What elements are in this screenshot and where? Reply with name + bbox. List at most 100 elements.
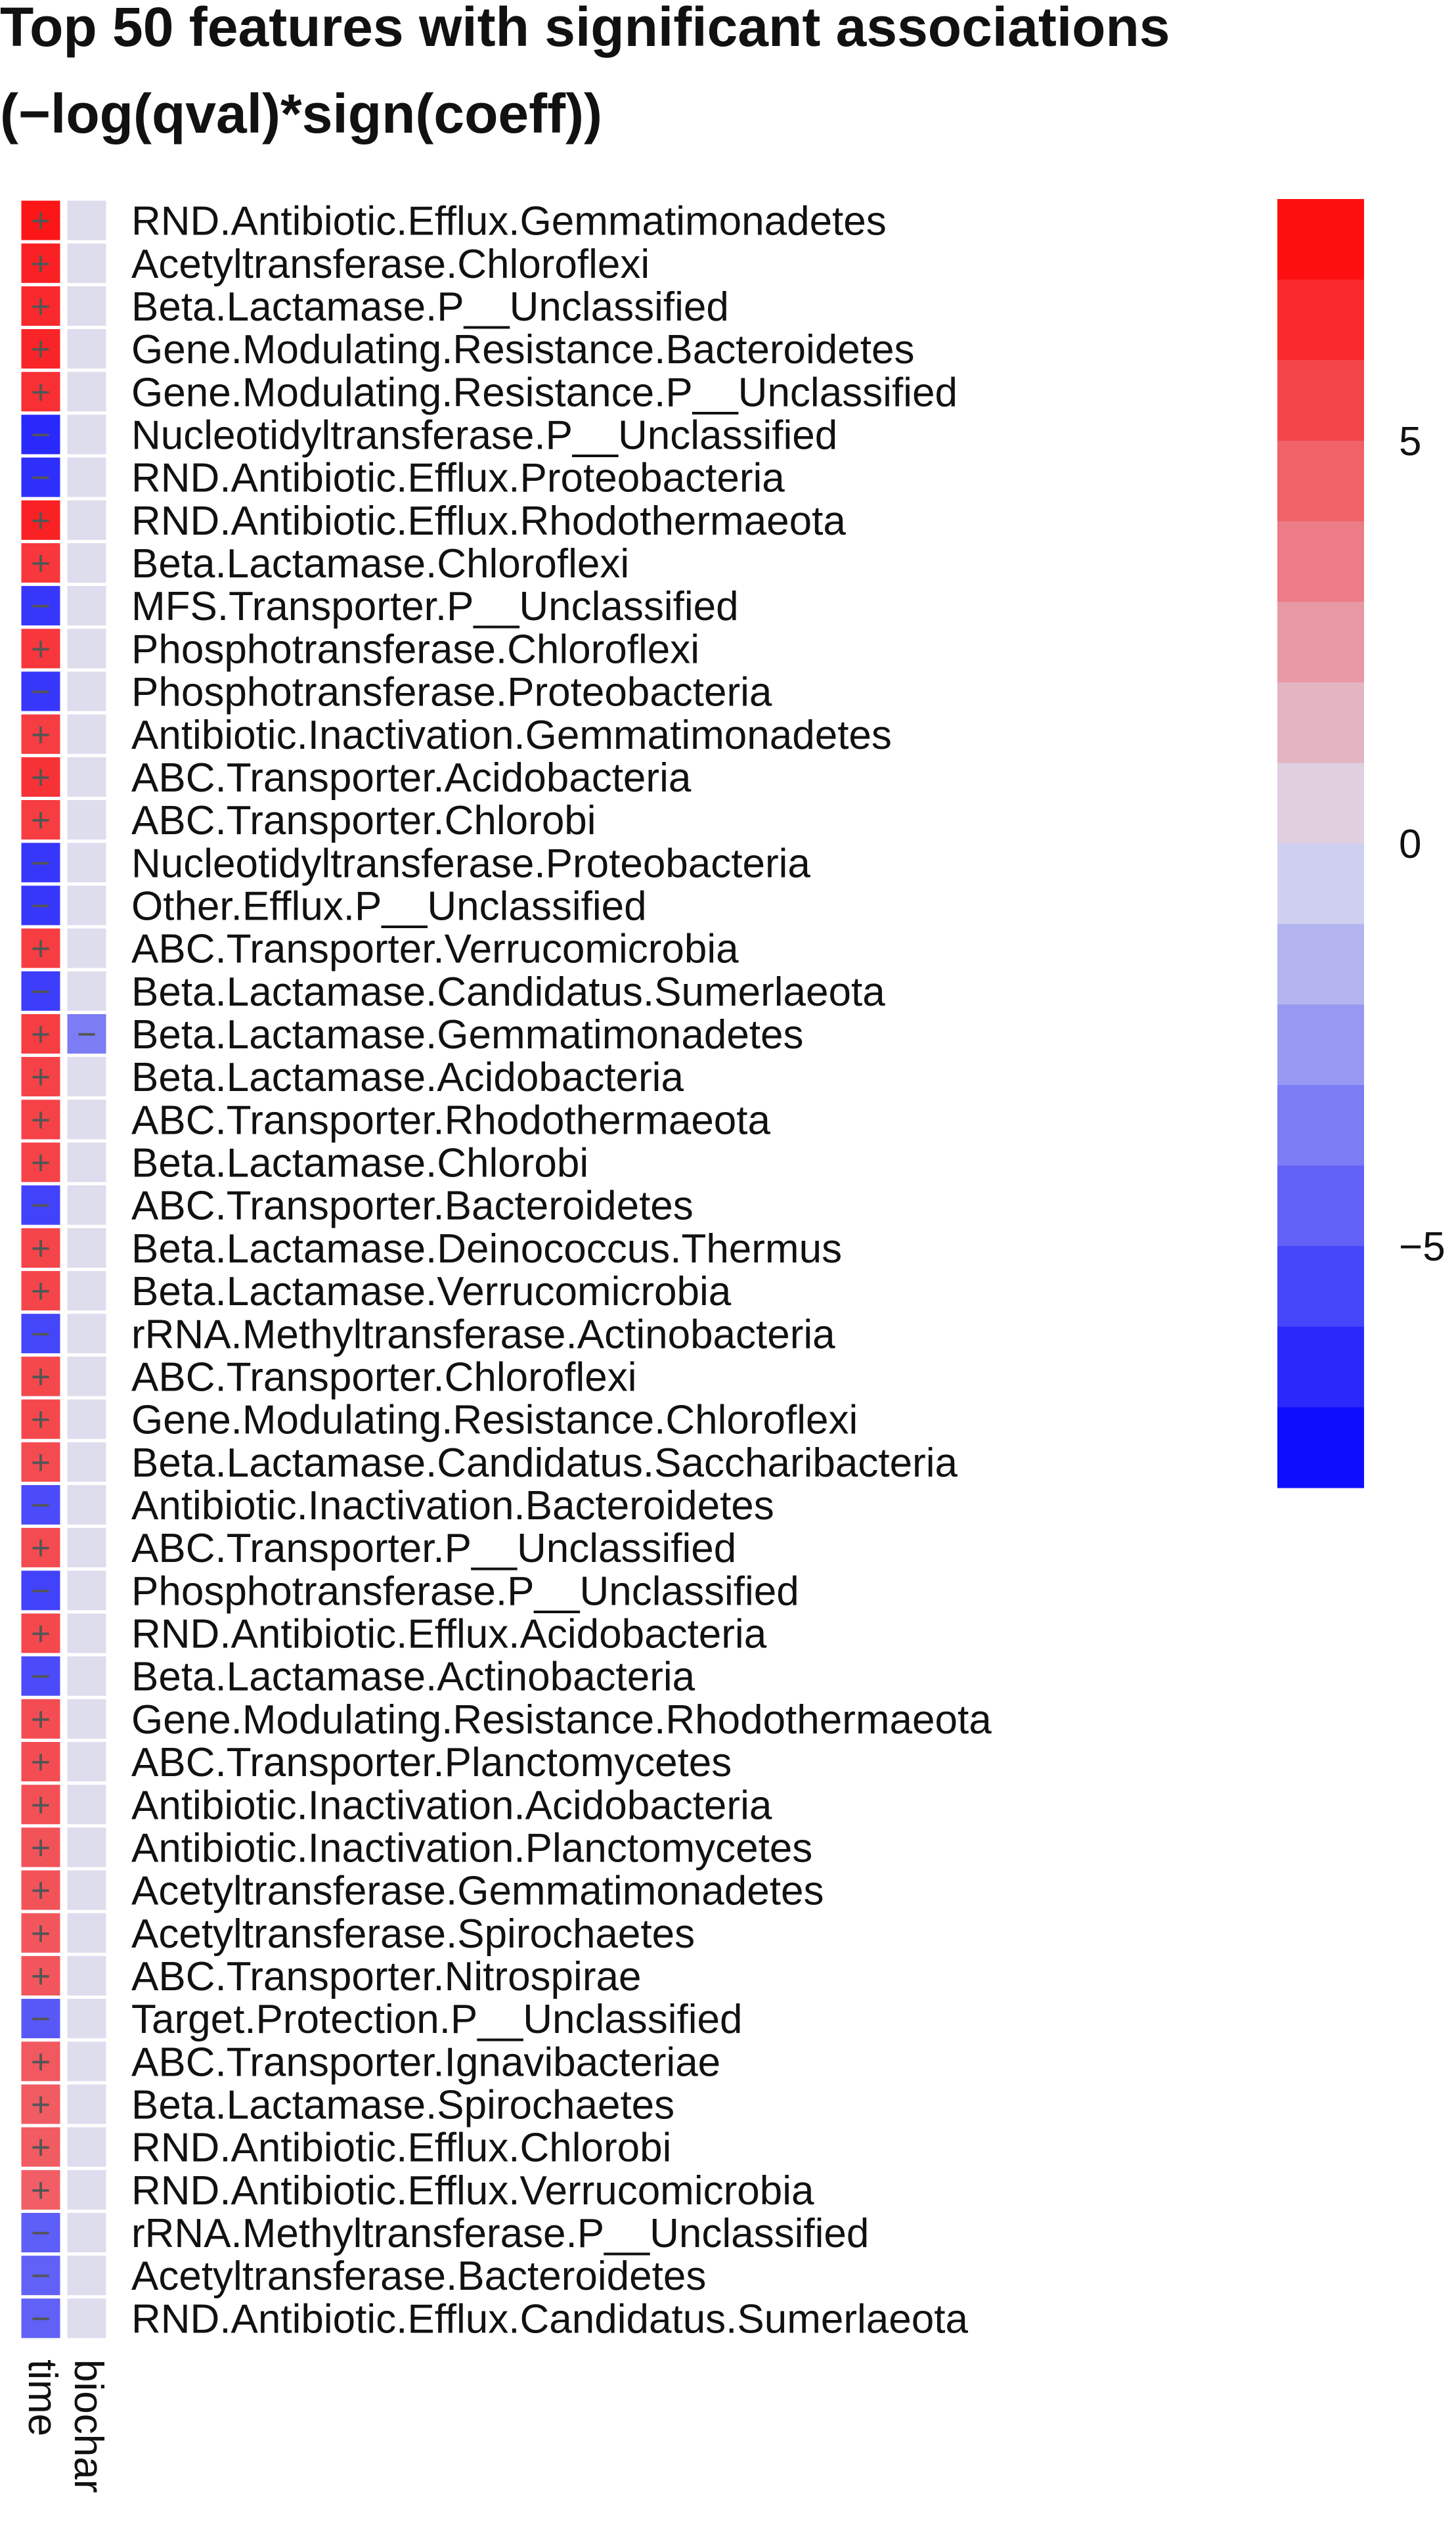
heatmap-cell (64, 2081, 110, 2128)
heatmap-cell (64, 968, 110, 1014)
significance-symbol: + (31, 502, 51, 540)
heatmap-cell (64, 368, 110, 415)
heatmap-cell (64, 583, 110, 629)
row-label: ABC.Transporter.Chloroflexi (131, 1354, 637, 1400)
heatmap-cell (64, 1781, 110, 1828)
heatmap-cell (64, 925, 110, 971)
significance-symbol: − (77, 1015, 97, 1054)
legend-swatch (1277, 440, 1364, 522)
significance-symbol: + (31, 1957, 51, 1996)
heatmap-cell (64, 1224, 110, 1271)
heatmap-cell (64, 753, 110, 801)
significance-symbol: + (31, 2129, 51, 2167)
heatmap-cell (64, 1653, 110, 1699)
legend-swatch (1277, 360, 1364, 441)
legend-tick-label: −5 (1399, 1224, 1445, 1270)
heatmap-cell (64, 1481, 110, 1528)
significance-symbol: − (31, 1315, 51, 1353)
row-label: rRNA.Methyltransferase.Actinobacteria (131, 1312, 835, 1357)
row-label: RND.Antibiotic.Efflux.Verrucomicrobia (131, 2168, 814, 2214)
row-label: ABC.Transporter.Chlorobi (131, 798, 596, 843)
row-label: Phosphotransferase.P__Unclassified (131, 1569, 799, 1614)
row-label: Beta.Lactamase.Spirochaetes (131, 2083, 674, 2128)
row-label: ABC.Transporter.Planctomycetes (131, 1740, 732, 1785)
row-label: Antibiotic.Inactivation.Planctomycetes (131, 1825, 812, 1871)
significance-symbol: + (31, 716, 51, 754)
heatmap-cell (18, 1054, 64, 1100)
color-legend: 5 0 −5 (1277, 199, 1445, 1488)
row-label: Antibiotic.Inactivation.Gemmatimonadetes (131, 713, 892, 758)
heatmap-cell (64, 882, 110, 929)
heatmap-cell (64, 282, 110, 330)
significance-symbol: + (31, 373, 51, 411)
row-label: RND.Antibiotic.Efflux.Gemmatimonadetes (131, 199, 887, 244)
significance-symbol: + (31, 202, 51, 240)
significance-symbol: + (31, 1272, 51, 1310)
row-label: ABC.Transporter.Acidobacteria (131, 755, 692, 801)
significance-symbol: + (31, 930, 51, 968)
heatmap-cell (64, 797, 110, 843)
legend-swatch (1277, 924, 1364, 1005)
significance-symbol: + (31, 1529, 51, 1567)
row-label: Beta.Lactamase.Chlorobi (131, 1141, 588, 1186)
heatmap-cell (18, 497, 64, 543)
heatmap-cell (64, 1610, 110, 1657)
heatmap-cell (64, 1996, 110, 2042)
significance-symbol: + (31, 1015, 51, 1054)
significance-symbol: + (31, 1786, 51, 1824)
heatmap-cell (64, 1310, 110, 1357)
legend-swatch (1277, 1004, 1364, 1086)
heatmap-cell (18, 2081, 64, 2128)
heatmap-cell (64, 1396, 110, 1442)
legend-swatch (1277, 1407, 1364, 1488)
heatmap-cell (64, 1182, 110, 1228)
heatmap-cells: +++++−−++−+−+++−−+−+ −+++−++−+++−+−+−++++… (18, 197, 110, 2342)
row-label: Beta.Lactamase.Candidatus.Saccharibacter… (131, 1440, 958, 1486)
heatmap-cell (18, 583, 64, 629)
significance-symbol: + (31, 1101, 51, 1139)
row-label: rRNA.Methyltransferase.P__Unclassified (131, 2211, 869, 2256)
row-label: ABC.Transporter.Nitrospirae (131, 1954, 641, 1999)
heatmap-cell (64, 1438, 110, 1485)
significance-symbol: − (31, 2214, 51, 2252)
significance-symbol: − (31, 459, 51, 497)
heatmap-cell (64, 197, 110, 244)
heatmap-cell (64, 539, 110, 587)
significance-symbol: + (31, 2172, 51, 2210)
significance-symbol: − (31, 1658, 51, 1696)
heatmap-cell (64, 326, 110, 372)
row-label: Acetyltransferase.Chloroflexi (131, 242, 650, 287)
row-label: RND.Antibiotic.Efflux.Rhodothermaeota (131, 499, 846, 544)
heatmap-cell (64, 2166, 110, 2213)
heatmap-cell (18, 2166, 64, 2213)
row-label: Beta.Lactamase.P__Unclassified (131, 284, 729, 330)
heatmap-cell (64, 1268, 110, 1314)
heatmap-cell (18, 1268, 64, 1314)
significance-symbol: − (31, 587, 51, 625)
legend-swatch (1277, 521, 1364, 602)
row-label: RND.Antibiotic.Efflux.Candidatus.Sumerla… (131, 2296, 968, 2342)
significance-symbol: + (31, 2043, 51, 2081)
legend-swatch (1277, 1326, 1364, 1408)
row-label: Beta.Lactamase.Deinococcus.Thermus (131, 1226, 842, 1272)
heatmap-cell (64, 625, 110, 672)
heatmap-cell (64, 2295, 110, 2342)
row-label: RND.Antibiotic.Efflux.Proteobacteria (131, 456, 785, 501)
row-label: ABC.Transporter.Rhodothermaeota (131, 1098, 771, 1143)
heatmap-cell (64, 2038, 110, 2085)
legend-tick-label: 0 (1399, 822, 1421, 867)
heatmap-cell (18, 326, 64, 372)
heatmap-cell (64, 2252, 110, 2299)
significance-symbol: + (31, 759, 51, 797)
heatmap-cell (18, 968, 64, 1014)
row-label: Nucleotidyltransferase.Proteobacteria (131, 841, 810, 886)
significance-symbol: + (31, 330, 51, 368)
row-label: Beta.Lactamase.Candidatus.Sumerlaeota (131, 970, 885, 1015)
significance-symbol: + (31, 1058, 51, 1096)
significance-symbol: − (31, 973, 51, 1011)
row-label: ABC.Transporter.Bacteroidetes (131, 1184, 694, 1229)
row-label: Gene.Modulating.Resistance.Rhodothermaeo… (131, 1697, 992, 1743)
heatmap-cell (64, 1952, 110, 1999)
row-label: Gene.Modulating.Resistance.Bacteroidetes (131, 327, 914, 372)
